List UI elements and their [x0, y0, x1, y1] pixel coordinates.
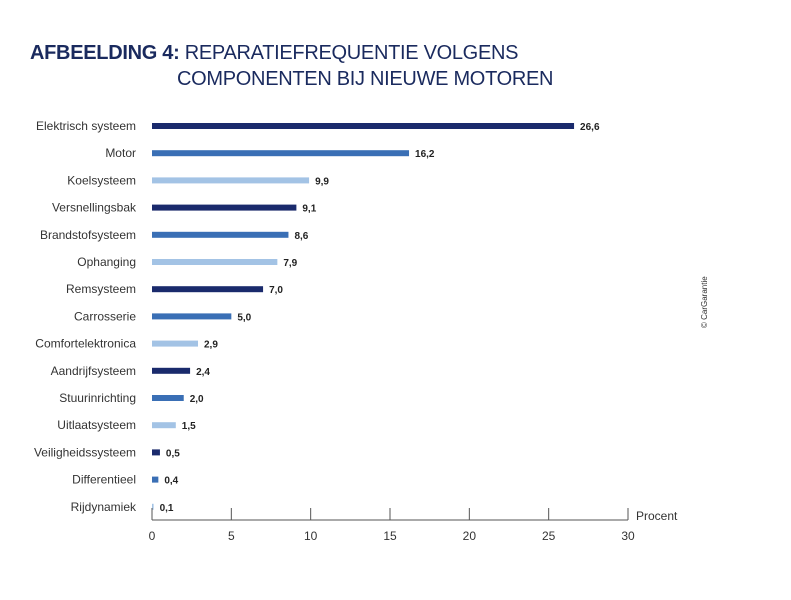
x-tick-label: 25	[542, 529, 556, 543]
category-label: Brandstofsysteem	[40, 228, 136, 242]
category-label: Veiligheidssysteem	[34, 445, 136, 459]
value-label: 8,6	[294, 231, 308, 242]
category-label: Carrosserie	[74, 309, 136, 323]
category-label: Elektrisch systeem	[36, 119, 136, 133]
value-label: 7,9	[283, 258, 297, 269]
x-tick-label: 0	[149, 529, 156, 543]
bar	[152, 313, 232, 320]
value-label: 16,2	[415, 149, 435, 160]
bar	[152, 503, 154, 510]
chart-title-line2: COMPONENTEN BIJ NIEUWE MOTOREN	[177, 68, 554, 90]
category-label: Aandrijfsysteem	[51, 364, 136, 378]
bar	[152, 177, 310, 184]
bar	[152, 367, 191, 374]
value-label: 7,0	[269, 285, 283, 296]
category-label: Differentieel	[72, 473, 136, 487]
chart-title-line1: REPARATIEFREQUENTIE VOLGENS	[184, 42, 519, 64]
value-label: 0,5	[166, 448, 180, 459]
category-label: Rijdynamiek	[71, 500, 137, 514]
category-label: Ophanging	[77, 255, 136, 269]
bar	[152, 259, 278, 265]
x-tick-label: 30	[621, 529, 635, 543]
chart-title-prefix: AFBEELDING 4:	[30, 42, 180, 64]
value-label: 1,5	[182, 421, 196, 432]
x-axis-label: Procent	[636, 509, 678, 523]
bar	[152, 150, 410, 157]
bar	[152, 422, 176, 429]
bar	[152, 286, 264, 293]
chart-title: AFBEELDING 4: REPARATIEFREQUENTIE VOLGEN…	[30, 40, 554, 92]
value-label: 0,4	[164, 476, 178, 487]
x-tick-label: 20	[463, 529, 477, 543]
value-label: 2,0	[190, 394, 204, 405]
category-label: Motor	[105, 146, 136, 160]
value-label: 2,4	[196, 367, 210, 378]
bar	[152, 395, 184, 401]
category-label: Remsysteem	[66, 282, 136, 296]
value-label: 9,9	[315, 176, 329, 187]
value-label: 26,6	[580, 122, 600, 133]
x-tick-label: 15	[383, 529, 397, 543]
value-label: 5,0	[237, 312, 251, 323]
category-label: Koelsysteem	[67, 173, 136, 187]
bar	[152, 476, 159, 483]
category-label: Versnellingsbak	[52, 201, 137, 215]
x-tick-label: 10	[304, 529, 318, 543]
x-ticks-group: 0 5 10 15 20 25 30	[149, 508, 635, 543]
bar	[152, 340, 199, 347]
bar	[152, 449, 160, 456]
category-label: Comfortelektronica	[35, 337, 136, 351]
value-label: 2,9	[204, 340, 218, 351]
bar	[152, 231, 289, 238]
value-label: 9,1	[302, 204, 316, 215]
bar	[152, 123, 575, 129]
bar	[152, 204, 297, 211]
bars-group: Elektrisch systeem 26,6 Motor 16,2 Koelsyste…	[34, 119, 600, 514]
category-label: Uitlaatsysteem	[57, 418, 136, 432]
x-tick-label: 5	[228, 529, 235, 543]
value-label: 0,1	[160, 503, 174, 514]
copyright-text: © CarGarantie	[700, 276, 709, 328]
category-label: Stuurinrichting	[59, 391, 136, 405]
